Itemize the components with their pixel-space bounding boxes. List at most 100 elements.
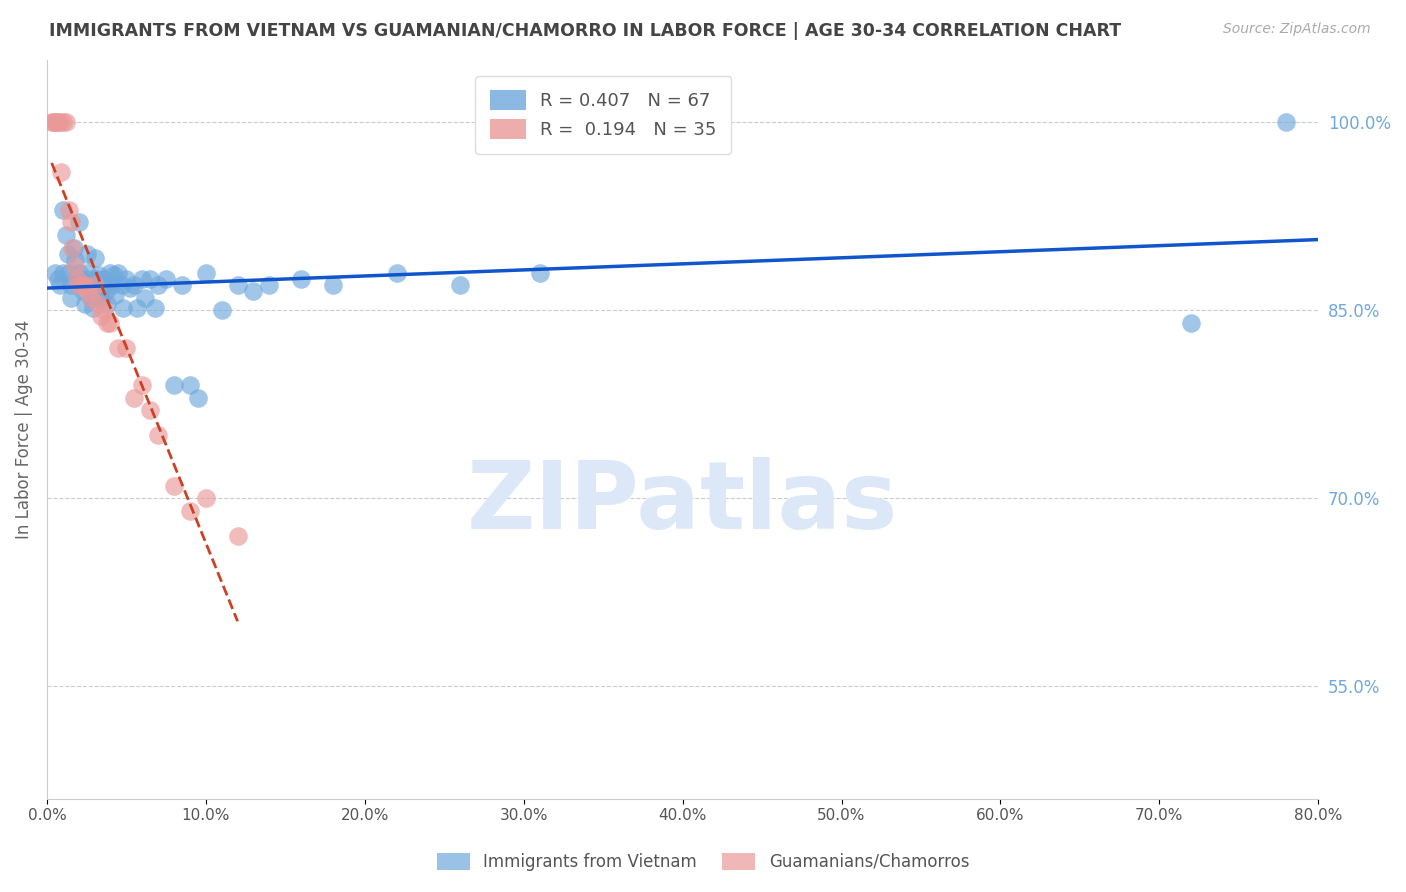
Point — [72, 285, 94, 299]
Point — [127, 301, 149, 315]
Point — [134, 291, 156, 305]
Point — [290, 272, 312, 286]
Point — [44, 115, 66, 129]
Point — [115, 272, 138, 286]
Point — [90, 310, 112, 324]
Point — [139, 272, 162, 286]
Point — [67, 278, 90, 293]
Point — [65, 260, 87, 274]
Point — [84, 272, 107, 286]
Point — [52, 202, 75, 217]
Point — [63, 240, 86, 254]
Point — [82, 301, 104, 315]
Point — [77, 285, 100, 299]
Point — [104, 288, 127, 302]
Point — [65, 253, 87, 268]
Point — [66, 272, 89, 286]
Point — [385, 266, 408, 280]
Point — [179, 503, 201, 517]
Point — [67, 215, 90, 229]
Point — [170, 278, 193, 293]
Point — [59, 215, 82, 229]
Point — [107, 266, 129, 280]
Point — [118, 280, 141, 294]
Point — [89, 268, 111, 282]
Point — [83, 251, 105, 265]
Point — [45, 115, 67, 129]
Point — [58, 202, 80, 217]
Point — [100, 316, 122, 330]
Legend: Immigrants from Vietnam, Guamanians/Chamorros: Immigrants from Vietnam, Guamanians/Cham… — [429, 845, 977, 880]
Point — [41, 115, 63, 129]
Text: ZIPatlas: ZIPatlas — [467, 457, 898, 549]
Point — [211, 303, 233, 318]
Point — [242, 285, 264, 299]
Point — [59, 278, 82, 293]
Point — [131, 378, 153, 392]
Point — [115, 341, 138, 355]
Point — [60, 240, 83, 254]
Point — [80, 291, 103, 305]
Point — [87, 297, 110, 311]
Point — [226, 529, 249, 543]
Point — [529, 266, 551, 280]
Point — [103, 268, 125, 282]
Point — [46, 115, 69, 129]
Point — [87, 291, 110, 305]
Point — [48, 278, 70, 293]
Point — [101, 278, 124, 293]
Point — [58, 266, 80, 280]
Legend: R = 0.407   N = 67, R =  0.194   N = 35: R = 0.407 N = 67, R = 0.194 N = 35 — [475, 76, 731, 153]
Point — [187, 391, 209, 405]
Point — [143, 301, 166, 315]
Point — [146, 278, 169, 293]
Point — [79, 280, 101, 294]
Point — [131, 272, 153, 286]
Point — [194, 266, 217, 280]
Point — [226, 278, 249, 293]
Point — [59, 291, 82, 305]
Point — [449, 278, 471, 293]
Point — [73, 297, 96, 311]
Point — [76, 247, 98, 261]
Point — [83, 278, 105, 293]
Point — [163, 378, 186, 392]
Point — [93, 303, 115, 318]
Point — [322, 278, 344, 293]
Point — [44, 266, 66, 280]
Point — [107, 341, 129, 355]
Point — [179, 378, 201, 392]
Point — [163, 478, 186, 492]
Point — [55, 115, 77, 129]
Point — [146, 428, 169, 442]
Point — [124, 278, 146, 293]
Point — [51, 165, 73, 179]
Y-axis label: In Labor Force | Age 30-34: In Labor Force | Age 30-34 — [15, 319, 32, 539]
Point — [56, 247, 79, 261]
Point — [96, 297, 118, 311]
Point — [91, 272, 114, 286]
Point — [70, 278, 93, 293]
Point — [76, 266, 98, 280]
Point — [80, 291, 103, 305]
Point — [110, 278, 132, 293]
Point — [259, 278, 281, 293]
Point — [48, 115, 70, 129]
Point — [70, 278, 93, 293]
Point — [77, 272, 100, 286]
Point — [69, 272, 91, 286]
Point — [52, 115, 75, 129]
Point — [124, 391, 146, 405]
Point — [55, 227, 77, 242]
Point — [73, 278, 96, 293]
Point — [96, 316, 118, 330]
Point — [139, 403, 162, 417]
Text: Source: ZipAtlas.com: Source: ZipAtlas.com — [1223, 22, 1371, 37]
Point — [155, 272, 177, 286]
Point — [94, 285, 117, 299]
Point — [52, 266, 75, 280]
Point — [66, 272, 89, 286]
Point — [93, 278, 115, 293]
Point — [1180, 316, 1202, 330]
Point — [42, 115, 65, 129]
